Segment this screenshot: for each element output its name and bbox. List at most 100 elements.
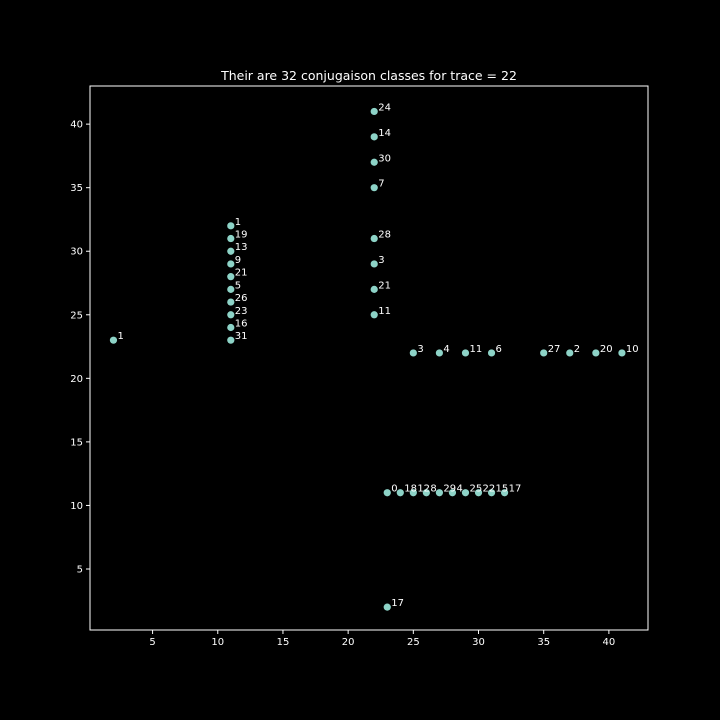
x-tick-label: 25 [407,637,420,648]
point-label: 20 [600,344,613,355]
point-label: 22 [483,484,496,495]
data-point [227,323,235,332]
data-point [422,489,430,497]
point-label: 2 [574,344,580,355]
data-point [370,234,378,243]
point-label: 27 [548,344,561,355]
point-label: 3 [378,255,384,266]
data-point [227,247,235,255]
point-label: 1 [235,217,241,228]
data-point [227,222,235,230]
x-tick-label: 40 [603,637,616,648]
point-label: 11 [378,306,391,317]
data-point [500,489,509,497]
data-point [370,107,378,116]
data-point [370,133,378,141]
point-label: 24 [378,102,391,113]
point-label: 12 [417,484,430,495]
data-point [227,285,235,293]
point-label: 0 [391,484,397,495]
point-label: 5 [235,280,241,291]
point-label: 3 [417,344,423,355]
x-tick-label: 15 [277,637,290,648]
data-point [461,349,470,357]
data-point [396,489,404,497]
x-tick-label: 10 [211,637,224,648]
data-points [109,107,626,611]
y-tick-label: 10 [70,501,83,512]
point-label: 16 [235,318,248,329]
point-label: 4 [456,484,462,495]
point-label: 21 [235,268,248,279]
data-point [566,349,574,357]
data-point [383,489,391,497]
data-point [618,349,626,357]
point-label: 31 [235,331,248,342]
data-point [370,285,378,293]
data-point [109,336,118,344]
y-tick-label: 35 [70,183,83,194]
y-tick-label: 20 [70,374,83,385]
point-label: 26 [235,293,248,304]
point-label: 17 [391,598,404,609]
point-label: 4 [443,344,449,355]
point-label: 13 [235,242,248,253]
y-tick-label: 25 [70,310,83,321]
point-label: 29 [443,484,456,495]
point-label: 9 [235,255,241,266]
point-label: 21 [378,280,391,291]
point-label: 7 [378,179,384,190]
x-tick-label: 35 [537,637,550,648]
data-point [370,260,378,268]
data-point [435,349,444,357]
data-point [474,489,483,497]
y-tick-label: 5 [77,564,83,575]
x-axis: 5 10 15 20 25 30 35 40 [149,630,615,648]
y-tick-label: 40 [70,120,83,131]
point-label: 11 [469,344,482,355]
y-tick-label: 30 [70,247,83,258]
data-point [409,349,417,357]
data-point [461,489,470,497]
axes-frame [89,85,649,631]
data-point [370,158,378,166]
point-label: 8 [430,484,436,495]
data-point [227,336,235,344]
x-tick-label: 5 [149,637,155,648]
point-label: 23 [235,306,248,317]
point-label: 19 [235,230,248,241]
data-point [370,184,378,192]
data-point [592,349,600,357]
point-label: 14 [378,128,391,139]
data-point [227,260,235,268]
point-label: 25 [469,484,482,495]
data-point [448,489,457,497]
data-point [383,603,391,611]
point-label: 15 [496,484,509,495]
data-point [227,273,235,281]
y-tick-label: 15 [70,437,83,448]
data-point [540,349,548,357]
point-label: 10 [626,344,639,355]
x-tick-label: 30 [472,637,485,648]
point-label: 17 [509,484,522,495]
x-tick-label: 20 [342,637,355,648]
data-point [227,298,235,306]
data-point [227,311,235,319]
data-point [487,489,496,497]
data-point [409,489,417,497]
point-label: 28 [378,230,391,241]
data-point [370,311,378,319]
data-point [435,489,444,497]
point-label: 1 [117,331,123,342]
chart-title: Their are 32 conjugaison classes for tra… [220,68,517,83]
data-point [487,349,496,357]
point-label: 6 [496,344,502,355]
point-label: 30 [378,153,391,164]
point-label: 18 [404,484,417,495]
y-axis: 5 10 15 20 25 30 35 40 [70,120,90,575]
data-point [227,234,235,243]
